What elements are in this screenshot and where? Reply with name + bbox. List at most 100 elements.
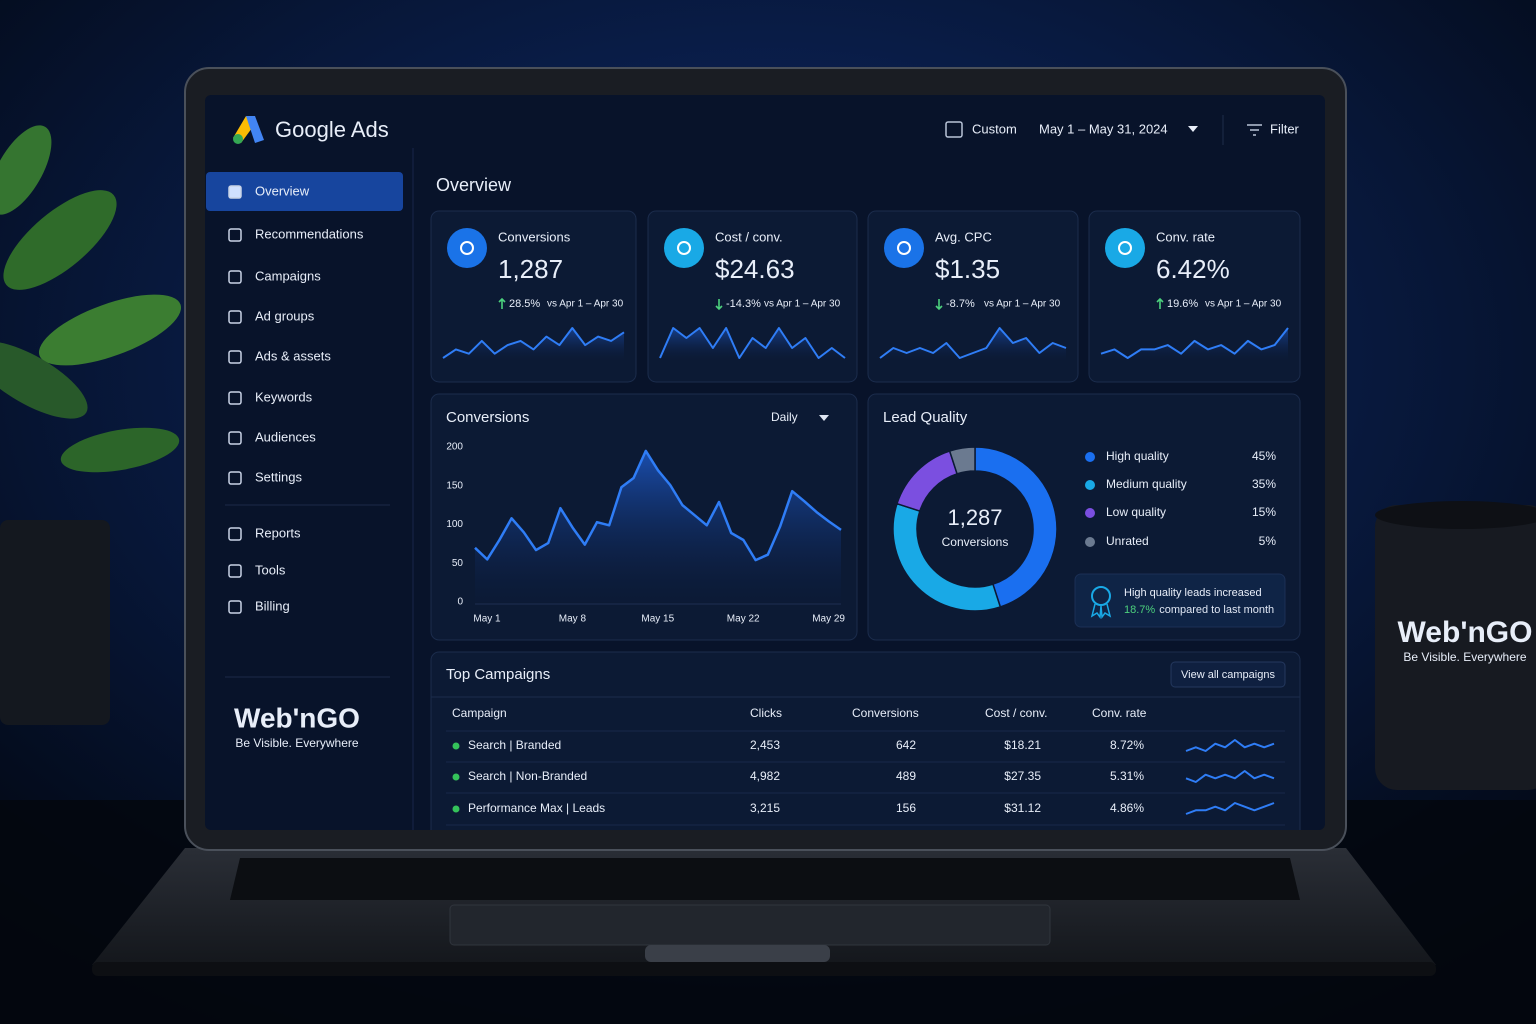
- trend-arrow: [1156, 297, 1164, 309]
- legend-swatch: [1085, 537, 1095, 547]
- trend-arrow: [498, 297, 506, 309]
- legend-label: Low quality: [1106, 505, 1166, 519]
- kpi-label: Conversions: [498, 229, 571, 244]
- nav-item[interactable]: Tools: [255, 562, 286, 577]
- y-tick-label: 50: [452, 558, 464, 569]
- column-header: Clicks: [750, 706, 782, 720]
- sparkline-area: [880, 328, 1066, 362]
- date-range[interactable]: May 1 – May 31, 2024: [1039, 121, 1168, 136]
- nav-icon: [228, 350, 242, 364]
- calendar-icon: [945, 121, 963, 138]
- kpi-label: Conv. rate: [1156, 229, 1215, 244]
- table-title: Top Campaigns: [446, 666, 550, 683]
- view-all-button[interactable]: View all campaigns: [1181, 669, 1275, 681]
- plant: [0, 125, 182, 725]
- table-cell[interactable]: Performance Max | Leads: [468, 801, 605, 815]
- legend-swatch: [1085, 508, 1095, 518]
- table-cell: 642: [896, 738, 916, 752]
- nav-item[interactable]: Campaigns: [255, 268, 321, 283]
- y-tick-label: 150: [446, 480, 463, 491]
- sparkline-area: [660, 328, 845, 362]
- date-mode[interactable]: Custom: [972, 121, 1017, 136]
- nav-item[interactable]: Reports: [255, 525, 301, 540]
- nav-item[interactable]: Settings: [255, 469, 302, 484]
- period-select[interactable]: Daily: [771, 410, 798, 424]
- nav-item[interactable]: Audiences: [255, 429, 316, 444]
- kpi-label: Avg. CPC: [935, 229, 992, 244]
- nav-active-bg: [206, 172, 403, 211]
- table-cell: $31.12: [1004, 801, 1041, 815]
- button-bg[interactable]: [1170, 661, 1286, 688]
- kpi-icon-glyph: [460, 241, 474, 255]
- nav-icon: [228, 471, 242, 485]
- date-caret[interactable]: [1188, 126, 1198, 132]
- table-cell[interactable]: Search | Non-Branded: [468, 769, 587, 783]
- donut-center-value: 1,287: [947, 505, 1002, 530]
- trend-arrow: [715, 299, 723, 311]
- legend-value: 45%: [1252, 449, 1276, 463]
- status-dot: [452, 773, 460, 781]
- note-text: compared to last month: [1159, 604, 1274, 616]
- nav-item[interactable]: Ads & assets: [255, 348, 331, 363]
- column-header: Conv. rate: [1092, 706, 1147, 720]
- badge-icon: [1091, 586, 1111, 606]
- nav-icon: [228, 527, 242, 541]
- filter-icon[interactable]: [1247, 124, 1262, 136]
- column-header: Cost / conv.: [985, 706, 1047, 720]
- sparkline: [442, 327, 625, 359]
- status-dot: [452, 805, 460, 813]
- kpi-compare: vs Apr 1 – Apr 30: [1205, 299, 1282, 310]
- table-cell: 8.72%: [1110, 738, 1144, 752]
- x-tick-label: May 22: [727, 614, 760, 625]
- kpi-icon: [884, 228, 924, 268]
- y-tick-label: 200: [446, 442, 463, 453]
- table-cell: $18.21: [1004, 738, 1041, 752]
- legend-label: Medium quality: [1106, 477, 1187, 491]
- table-cell[interactable]: Search | Branded: [468, 738, 561, 752]
- nav-icon: [228, 310, 242, 324]
- x-tick-label: May 8: [559, 614, 587, 625]
- column-header: Campaign: [452, 706, 507, 720]
- nav-item[interactable]: Recommendations: [255, 226, 364, 241]
- kpi-change: -14.3%: [726, 298, 761, 310]
- kpi-change: 19.6%: [1167, 298, 1198, 310]
- nav-item[interactable]: Ad groups: [255, 308, 315, 323]
- kpi-compare: vs Apr 1 – Apr 30: [984, 299, 1061, 310]
- donut-center-label: Conversions: [942, 535, 1009, 549]
- filter-button[interactable]: Filter: [1270, 121, 1300, 136]
- table-cell: 2,453: [750, 738, 780, 752]
- note-highlight: 18.7%: [1124, 604, 1155, 616]
- table-cell: 3,215: [750, 801, 780, 815]
- nav-item[interactable]: Billing: [255, 598, 290, 613]
- status-dot: [452, 742, 460, 750]
- note-box: [1074, 573, 1286, 628]
- table-cell: 489: [896, 769, 916, 783]
- kpi-value: $1.35: [935, 254, 1000, 284]
- legend-label: Unrated: [1106, 534, 1149, 548]
- table-cell: $27.35: [1004, 769, 1041, 783]
- logo-text: Google Ads: [275, 117, 389, 142]
- mug-brand: Web'nGO: [1398, 616, 1533, 649]
- nav-icon: [228, 270, 242, 284]
- x-tick-label: May 1: [473, 614, 501, 625]
- nav-item[interactable]: Keywords: [255, 389, 313, 404]
- chart-title: Lead Quality: [883, 409, 968, 426]
- legend-label: High quality: [1106, 449, 1169, 463]
- kpi-value: 6.42%: [1156, 254, 1230, 284]
- kpi-icon-glyph: [897, 241, 911, 255]
- kpi-change: -8.7%: [946, 298, 975, 310]
- kpi-icon: [447, 228, 487, 268]
- sparkline-area: [1101, 328, 1288, 362]
- nav-icon: [228, 185, 242, 199]
- period-caret[interactable]: [819, 415, 829, 421]
- page-title: Overview: [436, 175, 512, 195]
- sparkline: [659, 327, 846, 359]
- x-tick-label: May 29: [812, 614, 845, 625]
- nav-item[interactable]: Overview: [255, 183, 310, 198]
- mug: [1375, 501, 1536, 790]
- line-area: [475, 450, 841, 602]
- nav-icon: [228, 564, 242, 578]
- nav-icon: [228, 431, 242, 445]
- nav-icon: [228, 228, 242, 242]
